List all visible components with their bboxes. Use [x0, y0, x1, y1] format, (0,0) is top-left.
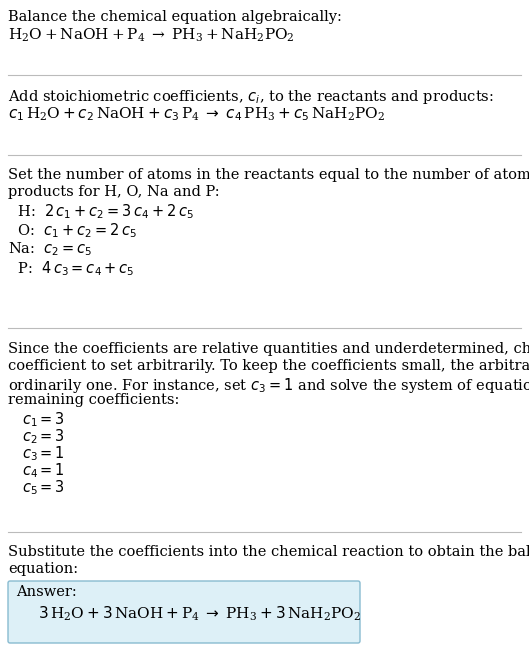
Text: equation:: equation:: [8, 562, 78, 576]
Text: $3\,\mathdefault{H_2O} + 3\,\mathdefault{NaOH} + \mathdefault{P_4} \;\rightarrow: $3\,\mathdefault{H_2O} + 3\,\mathdefault…: [38, 605, 361, 624]
Text: ordinarily one. For instance, set $c_3 = 1$ and solve the system of equations fo: ordinarily one. For instance, set $c_3 =…: [8, 376, 529, 395]
Text: $c_2 = 3$: $c_2 = 3$: [22, 427, 65, 446]
Text: Answer:: Answer:: [16, 585, 77, 599]
Text: remaining coefficients:: remaining coefficients:: [8, 393, 179, 407]
Text: Substitute the coefficients into the chemical reaction to obtain the balanced: Substitute the coefficients into the che…: [8, 545, 529, 559]
Text: Since the coefficients are relative quantities and underdetermined, choose a: Since the coefficients are relative quan…: [8, 342, 529, 356]
Text: $c_1\,\mathdefault{H_2O} + c_2\,\mathdefault{NaOH} + c_3\,\mathdefault{P_4} \;\r: $c_1\,\mathdefault{H_2O} + c_2\,\mathdef…: [8, 105, 385, 123]
Text: coefficient to set arbitrarily. To keep the coefficients small, the arbitrary va: coefficient to set arbitrarily. To keep …: [8, 359, 529, 373]
Text: P:  $4\,c_3 = c_4+c_5$: P: $4\,c_3 = c_4+c_5$: [8, 259, 134, 278]
Text: $c_4 = 1$: $c_4 = 1$: [22, 461, 65, 479]
Text: Na:  $c_2 = c_5$: Na: $c_2 = c_5$: [8, 240, 93, 258]
Text: $c_3 = 1$: $c_3 = 1$: [22, 444, 65, 463]
Text: Balance the chemical equation algebraically:: Balance the chemical equation algebraica…: [8, 10, 342, 24]
FancyBboxPatch shape: [8, 581, 360, 643]
Text: $c_5 = 3$: $c_5 = 3$: [22, 478, 65, 497]
Text: Add stoichiometric coefficients, $c_i$, to the reactants and products:: Add stoichiometric coefficients, $c_i$, …: [8, 88, 494, 106]
Text: products for H, O, Na and P:: products for H, O, Na and P:: [8, 185, 220, 199]
Text: $\mathdefault{H_2O + NaOH + P_4 \;\rightarrow\; PH_3 + NaH_2PO_2}$: $\mathdefault{H_2O + NaOH + P_4 \;\right…: [8, 27, 295, 45]
Text: H:  $2\,c_1+c_2 = 3\,c_4+2\,c_5$: H: $2\,c_1+c_2 = 3\,c_4+2\,c_5$: [8, 202, 194, 221]
Text: $c_1 = 3$: $c_1 = 3$: [22, 410, 65, 429]
Text: Set the number of atoms in the reactants equal to the number of atoms in the: Set the number of atoms in the reactants…: [8, 168, 529, 182]
Text: O:  $c_1+c_2 = 2\,c_5$: O: $c_1+c_2 = 2\,c_5$: [8, 221, 137, 239]
